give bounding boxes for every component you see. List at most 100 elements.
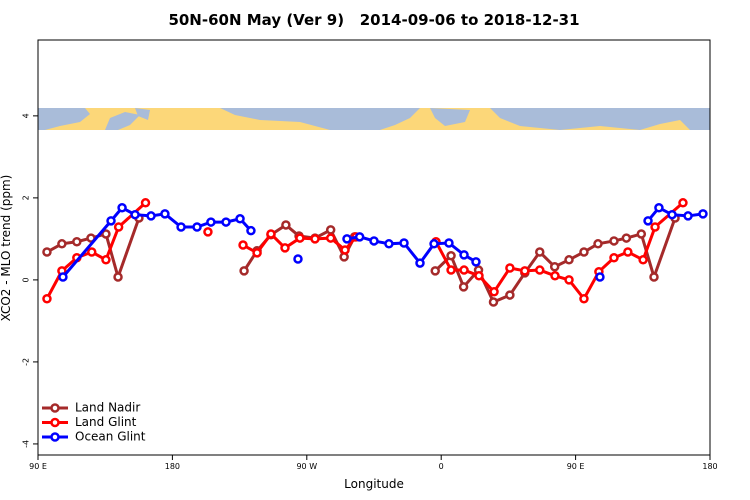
x-tick-label: 90 E [29,462,47,471]
chart-title: 50N-60N May (Ver 9) 2014-09-06 to 2018-1… [168,11,579,29]
data-point [399,238,409,248]
data-point [113,222,124,232]
data-point [106,216,116,226]
legend-label: Land Glint [75,415,137,429]
data-point [550,271,560,281]
data-point [430,266,440,276]
data-point [595,272,605,282]
data-point [295,233,305,243]
data-point [444,238,454,248]
legend-marker [50,403,60,413]
data-point [621,233,632,243]
data-point [130,209,140,220]
data-point [636,229,647,239]
data-point [252,248,262,258]
data-point [459,250,469,260]
y-tick-label: -2 [22,358,31,366]
data-point [623,247,633,257]
data-point [446,265,456,275]
x-axis-label: Longitude [344,477,404,491]
data-point [206,217,216,227]
data-point [678,198,688,208]
data-point [238,240,248,250]
data-point [593,239,603,249]
data-point [415,258,425,268]
data-point [87,247,97,257]
data-point [579,247,589,257]
x-tick-label: 0 [439,462,444,471]
data-point [654,202,664,213]
y-tick-label: -4 [22,440,31,448]
data-point [520,266,530,276]
data-point [239,266,249,276]
data-point [579,294,589,304]
data-point [609,236,619,246]
data-point [57,239,67,249]
map-land [220,108,420,130]
map-land [135,108,150,120]
map-strip [38,108,710,130]
data-point [280,243,290,253]
data-point [146,211,156,221]
data-point [101,229,111,239]
data-point [246,225,256,236]
data-point [160,209,170,219]
series-line [61,205,253,279]
data-point [474,271,484,281]
data-point [471,257,481,267]
y-tick-label: 4 [22,113,31,118]
data-point [221,217,231,227]
data-point [203,227,213,237]
data-point [235,214,245,224]
data-point [667,209,677,220]
data-point [266,229,276,239]
data-point [505,263,515,273]
data-point [293,254,303,264]
data-point [650,222,660,232]
data-point [113,272,123,282]
plot-frame [37,39,711,456]
data-point [649,272,659,282]
map-land [105,112,140,130]
legend-marker [50,432,60,442]
map-land [430,108,470,126]
x-tick-label: 180 [165,462,180,471]
data-point [429,239,439,249]
data-point [609,253,619,263]
data-point [638,255,648,265]
data-point [459,265,469,275]
x-tick-label: 180 [702,462,717,471]
data-point [369,236,379,246]
data-point [698,209,708,219]
data-point [489,287,499,297]
data-point [564,275,574,285]
y-tick-label: 0 [22,277,31,282]
data-point [535,265,545,275]
map-land [490,108,710,130]
data-point [325,225,336,235]
data-point [505,290,515,300]
data-point [549,262,560,272]
data-point [564,255,574,265]
data-point [42,247,52,257]
data-point [340,245,350,255]
x-tick-label: 90 E [567,462,585,471]
y-tick-label: 2 [22,195,31,200]
data-point [354,232,365,242]
data-point [140,198,151,208]
data-point [325,233,336,243]
data-point [192,222,202,232]
data-point [458,282,469,292]
data-point [643,216,653,226]
data-point [446,250,456,261]
legend-label: Ocean Glint [75,430,146,444]
data-point [58,272,68,282]
data-point [310,234,320,244]
data-point [342,234,352,244]
series-line [346,235,477,266]
y-axis-label: XCO2 - MLO trend (ppm) [0,175,13,322]
map-land [38,108,90,130]
data-point [117,202,127,213]
